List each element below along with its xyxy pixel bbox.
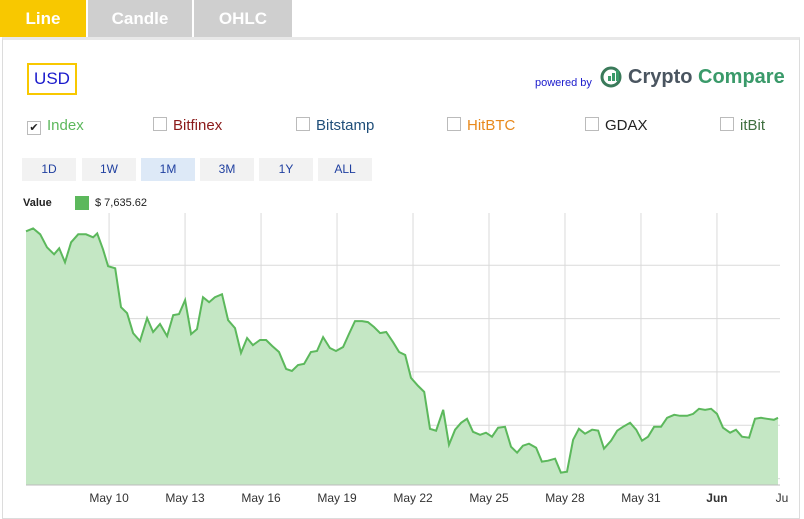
x-tick-label: May 25: [469, 491, 509, 505]
range-button[interactable]: 1W: [82, 158, 136, 181]
exchange-toggle[interactable]: Bitfinex: [153, 116, 222, 136]
exchange-toggle[interactable]: HitBTC: [447, 116, 515, 136]
x-tick-label: May 16: [241, 491, 281, 505]
range-button[interactable]: 1Y: [259, 158, 313, 181]
exchange-label: Index: [47, 117, 84, 134]
exchange-toggle[interactable]: GDAX: [585, 116, 648, 136]
exchange-label: Bitstamp: [316, 117, 375, 134]
x-tick-label: May 22: [393, 491, 433, 505]
line: [25, 227, 779, 474]
range-button[interactable]: ALL: [318, 158, 372, 181]
exchange-toggle[interactable]: ✔ Index: [27, 116, 84, 136]
x-tick-label: May 31: [621, 491, 661, 505]
checkbox[interactable]: [296, 117, 310, 131]
tab[interactable]: OHLC: [194, 0, 292, 37]
exchange-label: HitBTC: [467, 117, 516, 134]
brand: Crypto Compare: [628, 66, 785, 88]
x-tick-label: May 10: [89, 491, 129, 505]
range-button[interactable]: 1D: [22, 158, 76, 181]
tab[interactable]: Line: [0, 0, 86, 37]
brand-part: Crypto: [628, 66, 693, 88]
exchange-label: Bitfinex: [173, 117, 223, 134]
currency-button[interactable]: USD: [27, 63, 77, 95]
brand-part: Compare: [698, 66, 785, 88]
readout-value: $ 7,635.62: [95, 197, 147, 209]
checkbox[interactable]: [447, 117, 461, 131]
logo-icon: [600, 66, 626, 88]
exchange-toggle[interactable]: Bitstamp: [296, 116, 374, 136]
area: [26, 228, 778, 485]
exchange-label: GDAX: [605, 117, 648, 134]
x-tick-label: Ju: [776, 491, 789, 505]
checkbox[interactable]: [585, 117, 599, 131]
x-tick-label: May 19: [317, 491, 357, 505]
checkbox[interactable]: [153, 117, 167, 131]
powered-by: powered by: [535, 77, 592, 89]
checkbox[interactable]: [720, 117, 734, 131]
checkbox[interactable]: ✔: [27, 121, 41, 135]
exchange-toggle[interactable]: itBit: [720, 116, 765, 136]
x-tick-label: May 28: [545, 491, 585, 505]
range-button[interactable]: 1M: [141, 158, 195, 181]
tab[interactable]: Candle: [88, 0, 192, 37]
x-tick-label: Jun: [706, 491, 727, 505]
x-tick-label: May 13: [165, 491, 205, 505]
readout-swatch: [75, 196, 89, 210]
exchange-label: itBit: [740, 117, 766, 134]
range-button[interactable]: 3M: [200, 158, 254, 181]
readout-label: Value: [23, 197, 52, 209]
